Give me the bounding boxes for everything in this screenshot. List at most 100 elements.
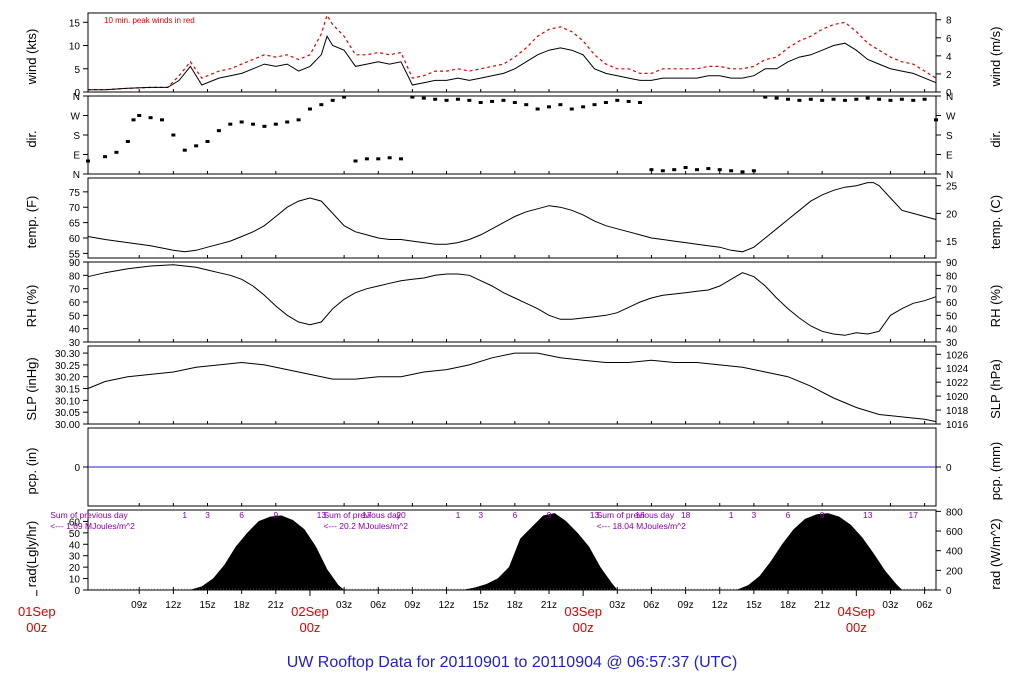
panel-temp: temp. (F) temp. (C) 55 60 65 70 75 15 20 25 [24,177,1003,260]
ytick-right-label-rh-2: 50 [946,311,958,322]
dir-point-37 [501,98,506,102]
rad-annotation-line2-2: <--- 18.04 MJoules/m^2 [597,521,687,531]
rad-hour-label-16: 6 [786,510,791,520]
ytick-label-dir-0: N [73,170,80,181]
ylabel-temp: temp. (F) [24,196,39,249]
rad-annotation-line1-1: Sum of previous day [323,510,401,520]
ytick-right-label-slp-1: 1018 [946,406,969,417]
panel-frame-rh [87,261,937,343]
ylabel-right-slp: SLP (hPa) [988,359,1003,419]
dir-point-55 [706,167,711,171]
panel-rad: rad(Lgly/hr) rad (W/m^2)01020304050600200… [24,507,1003,597]
dir-point-29 [410,95,415,99]
ytick-right-label-wind-1: 2 [946,70,952,81]
dir-point-60 [763,95,768,99]
dir-point-12 [216,129,221,133]
ytick-label-slp-6: 30.30 [55,349,80,360]
ylabel-right-temp: temp. (C) [988,195,1003,249]
ytick-label-slp-3: 30.15 [55,385,80,396]
ytick-label-rh-1: 40 [69,325,81,336]
dir-point-1 [103,155,108,159]
dir-point-31 [433,97,438,101]
rad-hour-label-5: 17 [362,510,372,520]
ytick-label-rh-3: 60 [69,298,81,309]
dir-point-21 [319,103,324,107]
ylabel-right-wind: wind (m/s) [988,27,1003,88]
panel-pcp: pcp. (in) pcp. (mm) 0 0 [24,427,1003,507]
dir-point-2 [114,150,119,154]
rad-hour-label-4: 13 [317,510,327,520]
ytick-right-label-wind-0: 0 [946,88,952,99]
ytick-label-rh-2: 50 [69,311,81,322]
dir-point-47 [615,98,620,102]
rad-hour-label-8: 3 [478,510,483,520]
xtick-label-1: 12z [165,600,181,611]
ytick-label-dir-3: W [71,112,81,123]
dir-point-22 [330,98,335,102]
dir-point-65 [820,98,825,102]
ytick-right-label-rh-5: 80 [946,271,958,282]
xtick-label-12: 03z [609,600,625,611]
dir-point-32 [444,98,449,102]
ytick-right-label-rad-2: 400 [946,547,963,558]
dir-point-27 [387,156,392,160]
ytick-right-label-dir-4: N [946,92,953,103]
dir-point-24 [353,159,358,163]
dir-point-15 [251,122,256,126]
ytick-label-slp-2: 30.10 [55,396,80,407]
dir-point-34 [467,98,472,102]
rad-hour-label-3: 9 [273,510,278,520]
dir-point-68 [854,97,859,101]
rad-series [190,513,903,591]
ytick-label-temp-2: 65 [69,219,81,230]
panel-slp: SLP (inHg) SLP (hPa)30.0030.0530.1030.153… [24,345,1003,431]
rad-hour-label-7: 1 [456,510,461,520]
dir-point-14 [239,120,244,124]
wind-peak-series [88,13,937,91]
xtick-label-6: 06z [370,600,386,611]
dir-point-58 [740,170,745,174]
rad-hour-label-17: 9 [820,510,825,520]
dir-point-7 [159,118,164,122]
dir-point-50 [649,168,654,172]
xtick-label-18: 21z [814,600,830,611]
ytick-label-dir-1: E [73,151,80,162]
rad-hour-label-9: 6 [512,510,517,520]
dir-point-75 [934,118,938,122]
x-axis: 09z 12z 15z 18z 21z 03z 06z 09z 12z 15z 18z 21z 03z 0… [18,590,933,635]
xtick-label-14: 09z [678,600,694,611]
panel-frame-slp [87,345,937,425]
ytick-label-rad-3: 30 [69,552,81,563]
ytick-right-label-dir-1: E [946,151,953,162]
ytick-label-rad-6: 60 [69,517,81,528]
xtick-label-7: 09z [404,600,420,611]
ytick-right-label-temp-2: 25 [946,182,958,193]
ytick-label-slp-4: 30.20 [55,373,80,384]
dir-point-41 [546,105,551,109]
dir-point-61 [774,96,779,100]
ylabel-right-pcp: pcp. (mm) [988,442,1003,501]
rad-hour-label-11: 13 [590,510,600,520]
dir-point-8 [171,133,176,137]
dir-point-53 [683,166,688,169]
ylabel-right-rh: RH (%) [988,285,1003,328]
rad-hour-label-12: 16 [635,510,645,520]
dir-point-67 [842,98,847,102]
ytick-label-slp-0: 30.00 [55,420,80,431]
dir-point-62 [786,97,791,101]
ytick-right-label-slp-0: 1016 [946,420,969,431]
dir-point-0 [86,159,90,163]
xtick-label-0: 09z [131,600,147,611]
dir-point-43 [569,107,574,111]
ylabel-rad: rad(Lgly/hr) [24,521,39,587]
ytick-label-pcp-0: 0 [74,463,80,474]
ylabel-right-dir: dir. [988,130,1003,147]
dir-point-69 [865,96,870,100]
xtick-label-10: 18z [507,600,523,611]
ylabel-right-rad: rad (W/m^2) [988,518,1003,589]
ytick-right-label-rad-3: 600 [946,527,963,538]
dir-point-56 [717,168,722,172]
ytick-right-label-temp-1: 20 [946,209,958,220]
ytick-label-temp-4: 75 [69,188,81,199]
